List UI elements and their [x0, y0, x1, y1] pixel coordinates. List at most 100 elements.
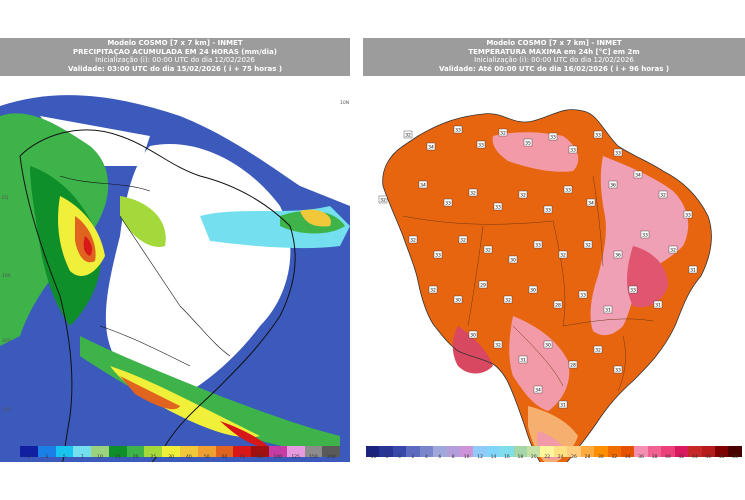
station-temp-label: 35: [525, 141, 531, 147]
temp-scale-tick: 16: [504, 455, 510, 460]
station-box: [528, 285, 538, 294]
station-temp-label: 28: [570, 363, 576, 369]
station-temp-label: 33: [642, 233, 648, 239]
temp-scale-tick: 8: [451, 455, 455, 460]
station-box: [613, 365, 623, 374]
temp-scale-swatch: [392, 446, 407, 457]
station-box: [533, 385, 543, 394]
temp-scale-tick: 40: [665, 455, 671, 460]
temp-scale-tick: -5: [383, 455, 389, 460]
station-temp-label: 32: [505, 298, 511, 304]
precip-scale-swatch: [251, 446, 269, 457]
temp-scale-tick: 46: [705, 455, 712, 460]
station-box: [508, 255, 518, 264]
station-temp-label: 32: [585, 243, 591, 249]
temp-scale-tick: 20: [530, 455, 537, 460]
temp-scale-tick: 36: [638, 455, 645, 460]
station-box: [453, 295, 463, 304]
precip-scale-tick: 5: [63, 455, 66, 460]
station-temp-label: 33: [478, 143, 484, 149]
station-box: [493, 340, 503, 349]
station-temp-label: 32: [595, 348, 601, 354]
temp-scale-swatch: [701, 446, 715, 457]
station-box: [568, 360, 578, 369]
station-temp-label: 32: [485, 248, 491, 254]
temp-scale-swatch: [513, 446, 528, 457]
temp-scale-swatch: [527, 446, 541, 457]
station-box: [453, 125, 463, 134]
temp-scale-swatch: [366, 446, 380, 457]
precip-scale-swatch: [286, 446, 305, 457]
temp-map-title: Modelo COSMO [7 x 7 km] - INMET: [486, 39, 622, 47]
precip-scale-swatch: [162, 446, 181, 457]
station-temp-label: 33: [630, 288, 636, 294]
station-temp-label: 31: [605, 308, 611, 314]
station-temp-label: 33: [495, 205, 501, 211]
temp-scale-swatch: [459, 446, 474, 457]
station-box: [408, 235, 418, 244]
precip-scale-tick: 80: [257, 455, 263, 460]
temp-scale-tick: 2: [411, 455, 415, 460]
station-box: [658, 190, 668, 199]
station-temp-label: 33: [545, 208, 551, 214]
precip-map-title: Modelo COSMO [7 x 7 km] - INMET: [107, 39, 243, 47]
temp-map-init: Inicialização (i): 00:00 UTC do dia 12/0…: [474, 56, 634, 64]
temp-scale-swatch: [553, 446, 568, 457]
temp-map-valid: Validade: Até 00:00 UTC do dia 16/02/202…: [438, 64, 670, 73]
precip-scale-tick: 1: [27, 455, 31, 460]
station-temp-label: 36: [610, 183, 616, 189]
precip-scale-tick: 40: [186, 455, 192, 460]
station-temp-label: 30: [510, 258, 516, 264]
precip-scale-swatch: [197, 446, 216, 457]
temp-map-header: Modelo COSMO [7 x 7 km] - INMET TEMPERAT…: [363, 38, 745, 76]
station-box: [523, 138, 533, 147]
station-box: [683, 210, 693, 219]
station-box: [458, 235, 468, 244]
lat-label: 10S: [2, 274, 11, 279]
precip-scale-tick: 150: [309, 455, 318, 460]
station-temp-label: 34: [428, 145, 434, 151]
precip-scale-swatch: [55, 446, 74, 457]
temp-scale-swatch: [379, 446, 393, 457]
precip-scale-swatch: [91, 446, 109, 457]
temp-scale-tick: 4: [424, 455, 428, 460]
precip-scale-ticks: 1 3 5 7 10 15 20 25 30 40 50 60 70 80 100 125 150 200: [20, 455, 340, 461]
station-box: [586, 198, 596, 207]
temp-scale-tick: 48: [718, 455, 725, 460]
station-temp-label: 33: [570, 148, 576, 154]
station-temp-label: 30: [545, 343, 551, 349]
station-box: [518, 355, 528, 364]
precip-scale-swatch: [180, 446, 198, 457]
station-box: [378, 195, 388, 204]
temp-scale-swatch: [594, 446, 608, 457]
precip-scale-tick: 7: [80, 455, 84, 460]
station-temp-label: 31: [520, 358, 526, 364]
precip-scale-swatch: [20, 446, 38, 457]
station-temp-label: 34: [635, 173, 641, 179]
precip-scale-swatch: [322, 446, 341, 457]
station-temp-label: 33: [455, 128, 461, 134]
precip-scale-tick: 3: [45, 455, 49, 460]
lat-label: 10N: [340, 101, 350, 106]
temp-scale-tick: 44: [691, 455, 698, 460]
station-temp-label: 32: [500, 131, 506, 137]
station-box: [558, 400, 568, 409]
station-temp-label: 33: [565, 188, 571, 194]
station-box: [583, 240, 593, 249]
temp-scale-tick: 26: [571, 455, 577, 460]
precip-scale-tick: 70: [239, 455, 246, 460]
temperature-map-panel: Modelo COSMO [7 x 7 km] - INMET TEMPERAT…: [363, 38, 745, 462]
temp-scale-tick: 22: [544, 455, 551, 460]
station-temp-label: 34: [588, 201, 594, 207]
station-temp-label: 33: [615, 151, 621, 157]
station-box: [613, 250, 623, 259]
station-box: [518, 190, 528, 199]
temp-scale-swatch: [634, 446, 648, 457]
station-temp-label: 28: [555, 303, 561, 309]
station-temp-label: 33: [435, 253, 441, 259]
station-box: [568, 145, 578, 154]
station-temp-label: 32: [380, 198, 386, 204]
temp-scale-swatch: [647, 446, 662, 457]
station-box: [468, 330, 478, 339]
temp-scale-tick: 6: [438, 455, 442, 460]
